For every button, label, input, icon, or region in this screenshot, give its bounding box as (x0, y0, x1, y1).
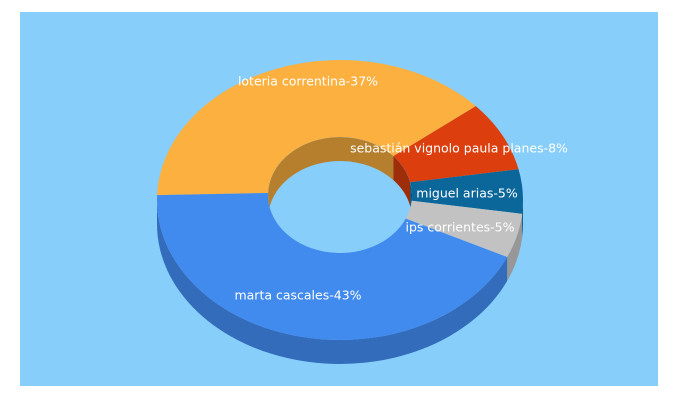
slice-inner-wall (393, 156, 411, 207)
slice-label: loteria correntina-37% (238, 74, 378, 89)
slice-label: sebastián vignolo paula planes-8% (350, 141, 568, 156)
slice-label: miguel arias-5% (416, 186, 518, 201)
slices (156, 60, 523, 340)
slice (157, 60, 476, 196)
slice (410, 169, 523, 214)
labels: loteria correntina-37% sebastián vignolo … (234, 74, 568, 303)
slice (393, 106, 519, 183)
slice (405, 200, 523, 258)
slice-inner-wall (268, 137, 394, 217)
slice-label: ips corrientes-5% (405, 220, 514, 235)
slice-label: marta cascales-43% (234, 288, 361, 303)
slice-side (522, 200, 523, 238)
slice-side (157, 200, 508, 364)
slice (156, 192, 508, 340)
slice-side (507, 213, 523, 282)
side-walls (157, 200, 523, 364)
